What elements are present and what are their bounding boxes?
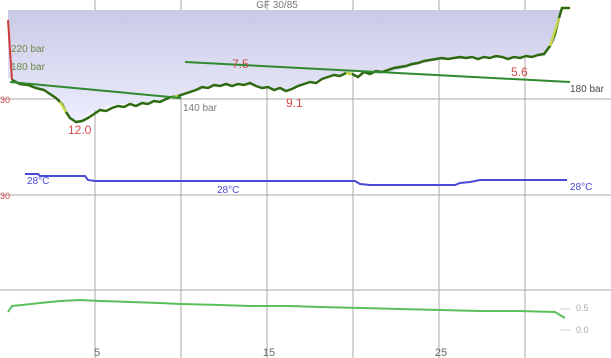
profile-fill: [8, 10, 562, 122]
gas-label-1: 0.5: [576, 303, 589, 313]
temperature-mid-label: 28°C: [217, 185, 239, 196]
time-tick-15: 15: [263, 347, 275, 358]
descent-marker: [7, 19, 13, 81]
temperature-end-label: 28°C: [570, 182, 592, 193]
temperature-line: [25, 173, 567, 186]
profile-line: [11, 6, 570, 124]
gas-line: [7, 298, 566, 319]
speed-highlight: [345, 71, 353, 76]
speed-highlight: [548, 17, 561, 47]
ceiling-label-1: 7.5: [232, 57, 249, 71]
left-axis-label-2: 30: [0, 191, 10, 201]
pressure-start-label: 220 bar: [11, 44, 46, 55]
ceiling-label-3: 12.0: [68, 123, 92, 137]
top-margin: [0, 0, 611, 10]
gas-label-2: 0.0: [576, 325, 589, 335]
speed-highlight: [58, 101, 68, 113]
pressure-line-2: [184, 61, 571, 83]
pressure-second-label: 180 bar: [11, 62, 46, 73]
pressure-mid-label: 140 bar: [183, 103, 218, 114]
pressure-end-label: 180 bar: [570, 84, 605, 95]
time-tick-5: 5: [94, 347, 100, 358]
left-axis-label-1: 30: [0, 95, 10, 105]
ceiling-label-2: 9.1: [286, 96, 303, 110]
pressure-line-1: [9, 81, 182, 99]
temperature-start-label: 28°C: [27, 176, 49, 187]
ceiling-label-4: 5.6: [511, 65, 528, 79]
time-tick-25: 25: [435, 347, 447, 358]
gf-label: GF 30/85: [256, 0, 298, 11]
